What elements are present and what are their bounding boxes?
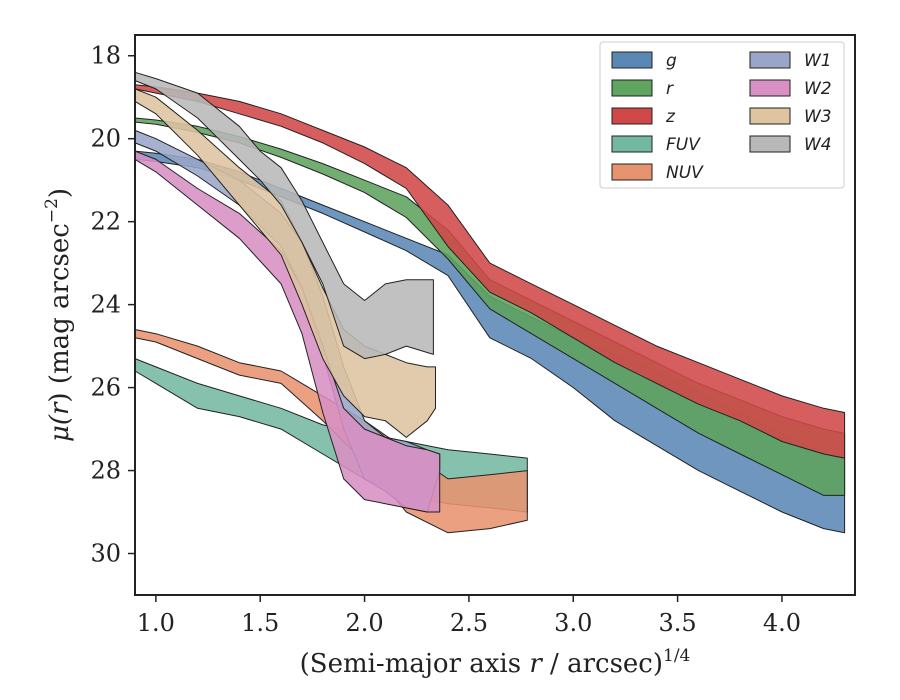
y-tick-label: 20 — [90, 125, 121, 153]
x-tick-label: 3.0 — [554, 609, 592, 637]
x-tick-label: 1.5 — [241, 609, 279, 637]
x-axis-label-var: r — [529, 649, 543, 679]
x-axis-label-tail: / arcsec) — [542, 649, 663, 679]
y-tick-label: 30 — [90, 540, 121, 568]
legend-label-w2: W2 — [804, 79, 832, 99]
legend-swatch-z — [611, 107, 653, 125]
x-tick-label: 3.5 — [659, 609, 697, 637]
y-tick-label: 24 — [90, 291, 121, 319]
x-tick-label: 4.0 — [763, 609, 801, 637]
y-tick-label: 26 — [90, 374, 121, 402]
y-axis-label-close: ) — [45, 188, 75, 198]
y-tick-label: 22 — [90, 208, 121, 236]
legend-swatch-nuv — [611, 163, 653, 181]
series-band-z — [134, 84, 846, 459]
series-layer — [134, 71, 846, 534]
legend-label-w3: W3 — [804, 107, 832, 127]
plot-frame — [134, 34, 856, 596]
legend-swatch-w3 — [749, 107, 791, 125]
legend-label-fuv: FUV — [666, 135, 701, 155]
x-axis-label-sup: 1/4 — [663, 646, 690, 666]
x-axis-label: (Semi-major axis r / arcsec)1/4 — [300, 646, 691, 679]
y-axis-label-sup: −2 — [42, 198, 62, 223]
legend-swatch-w1 — [749, 51, 791, 69]
legend: grz FUV NUV W1 W2 W3 W4 — [599, 41, 845, 189]
legend-label-g: g — [666, 51, 677, 71]
y-axis-label-mu: μ( — [45, 414, 75, 442]
tick-layer: 1.0 1.5 2.0 2.5 3.0 3.5 4.0 18 20 22 24 26 28 30 — [90, 42, 801, 637]
legend-swatch-w2 — [749, 79, 791, 97]
legend-label-r: r — [666, 79, 674, 99]
legend-label-nuv: NUV — [666, 163, 704, 183]
x-axis-label-main: (Semi-major axis — [300, 649, 530, 679]
legend-label-w1: W1 — [804, 51, 832, 71]
x-tick-label: 2.5 — [450, 609, 488, 637]
legend-swatch-fuv — [611, 135, 653, 153]
x-tick-label: 2.0 — [345, 609, 383, 637]
y-axis-label-var: r — [45, 401, 75, 415]
series-band-r — [134, 117, 846, 496]
legend-label-w4: W4 — [804, 135, 832, 155]
legend-label-z: z — [665, 107, 676, 127]
y-tick-label: 18 — [90, 42, 121, 70]
y-axis-label-tail: ) (mag arcsec — [45, 223, 75, 402]
legend-swatch-w4 — [749, 135, 791, 153]
series-band-w4 — [134, 71, 434, 360]
series-band-g — [134, 150, 846, 534]
legend-swatch-r — [611, 79, 653, 97]
y-axis-label: μ(r) (mag arcsec−2) — [42, 188, 75, 442]
x-tick-label: 1.0 — [137, 609, 175, 637]
y-tick-label: 28 — [90, 457, 121, 485]
legend-swatch-g — [611, 51, 653, 69]
